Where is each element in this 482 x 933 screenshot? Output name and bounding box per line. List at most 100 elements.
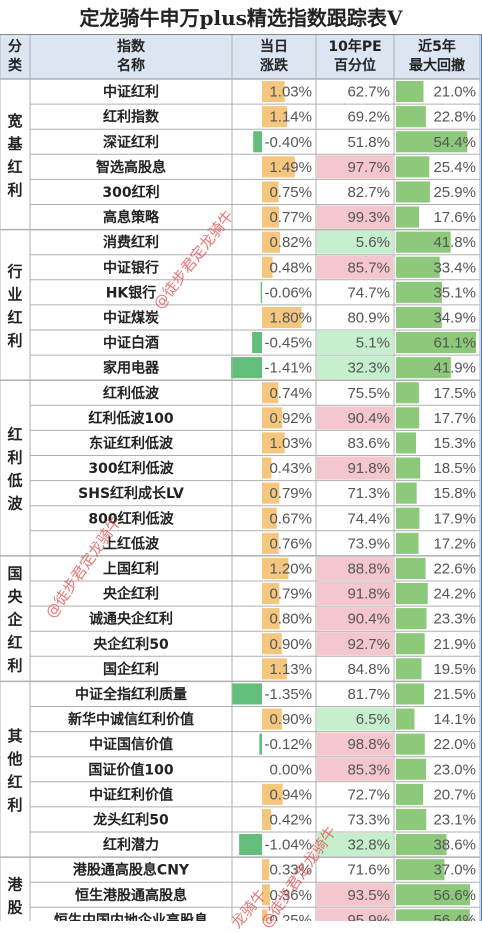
change-value: -1.35% (264, 686, 312, 703)
group-label-char: 利 (7, 449, 22, 467)
pe-percentile-value: 73.3% (347, 811, 390, 828)
pe-percentile-value: 74.4% (347, 510, 390, 527)
drawdown-value: 17.2% (433, 535, 476, 552)
index-name: 央企红利50 (93, 636, 169, 653)
drawdown-value: 25.4% (433, 159, 476, 176)
drawdown-value: 17.9% (433, 510, 476, 527)
drawdown-bar (396, 231, 451, 253)
drawdown-value: 20.7% (433, 786, 476, 803)
group-label-char: 宽 (6, 112, 22, 130)
drawdown-value: 23.3% (433, 611, 476, 628)
change-value: 0.82% (269, 234, 312, 251)
drawdown-bar (396, 281, 442, 303)
header-pe-line-1: 10年PE (328, 38, 381, 55)
change-value: 1.03% (269, 435, 312, 452)
index-name: 红利指数 (103, 109, 160, 126)
pe-highlight (317, 155, 393, 179)
pe-highlight (317, 406, 393, 430)
change-value: 0.48% (269, 259, 312, 276)
pe-highlight (317, 883, 393, 907)
drawdown-value: 17.5% (433, 385, 476, 402)
pe-percentile-value: 99.3% (347, 209, 390, 226)
drawdown-bar (396, 733, 425, 755)
change-value: 0.92% (269, 410, 312, 427)
change-value: 0.80% (269, 611, 312, 628)
group-label-char: 红 (7, 308, 22, 326)
change-bar-positive (262, 407, 283, 429)
drawdown-value: 56.6% (433, 887, 476, 904)
index-name: HK银行 (106, 284, 157, 301)
drawdown-value: 37.0% (433, 862, 476, 879)
change-bar-positive (262, 608, 280, 630)
drawdown-value: 14.1% (433, 711, 476, 728)
pe-percentile-value: 93.5% (347, 887, 390, 904)
pe-highlight (317, 456, 393, 480)
change-bar-positive (262, 231, 281, 253)
group-label-char: 红 (7, 426, 22, 444)
index-name: 深证红利 (103, 134, 159, 151)
group-label-char: 国 (7, 565, 22, 583)
drawdown-bar (396, 357, 451, 379)
group-label-char: 企 (6, 611, 23, 629)
drawdown-value: 23.1% (433, 811, 476, 828)
drawdown-bar (396, 181, 430, 203)
index-name: 红利低波 (103, 385, 160, 402)
pe-percentile-value: 85.7% (347, 259, 390, 276)
header-group-line-1: 分 (8, 39, 22, 55)
drawdown-bar (396, 256, 440, 278)
drawdown-value: 35.1% (433, 284, 476, 301)
drawdown-bar (396, 808, 427, 830)
pe-percentile-value: 91.8% (347, 460, 390, 477)
drawdown-value: 33.4% (433, 259, 476, 276)
change-bar-positive (262, 382, 279, 404)
index-name: 东证红利低波 (89, 435, 174, 452)
group-label-char: 行 (6, 262, 22, 280)
index-name: 高息策略 (103, 209, 160, 226)
change-value: 0.33% (269, 862, 312, 879)
pe-highlight (317, 230, 393, 254)
drawdown-bar (396, 131, 468, 153)
pe-percentile-value: 62.7% (347, 84, 390, 101)
pe-percentile-value: 82.7% (347, 184, 390, 201)
pe-percentile-value: 32.3% (347, 360, 390, 377)
group-label-char: 利 (7, 331, 22, 349)
drawdown-bar (396, 557, 426, 579)
change-bar-positive (262, 482, 280, 504)
group-label-char: 红 (7, 158, 22, 176)
change-bar-positive (262, 457, 272, 479)
change-value: 1.03% (269, 84, 312, 101)
change-bar-negative (252, 332, 262, 354)
drawdown-value: 15.8% (433, 485, 476, 502)
group-label-char: 其 (7, 727, 22, 745)
pe-percentile-value: 84.8% (347, 661, 390, 678)
drawdown-bar (396, 683, 425, 705)
change-bar-positive (262, 884, 270, 906)
drawdown-bar (396, 382, 419, 404)
drawdown-value: 23.0% (433, 761, 476, 778)
index-name: SHS红利成长LV (78, 485, 184, 502)
change-bar-negative (239, 834, 262, 856)
pe-percentile-value: 69.2% (347, 109, 390, 126)
drawdown-value: 18.5% (433, 460, 476, 477)
change-value: 0.43% (269, 460, 312, 477)
index-name: 家用电器 (103, 360, 160, 377)
change-value: 0.76% (269, 535, 312, 552)
drawdown-value: 22.8% (433, 109, 476, 126)
pe-percentile-value: 92.7% (347, 636, 390, 653)
group-label-char: 基 (6, 135, 23, 153)
change-bar-positive (262, 181, 279, 203)
pe-percentile-value: 90.4% (347, 410, 390, 427)
change-bar-negative (230, 357, 262, 379)
change-bar-positive (262, 507, 277, 529)
pe-highlight (317, 732, 393, 756)
header-change-line-1: 当日 (260, 38, 288, 55)
pe-highlight (317, 255, 393, 279)
drawdown-bar (396, 106, 426, 128)
change-value: 1.20% (269, 560, 312, 577)
pe-highlight (317, 908, 393, 921)
pe-percentile-value: 5.1% (356, 335, 390, 352)
change-bar-positive (262, 658, 287, 680)
change-value: -0.45% (264, 335, 312, 352)
change-bar-positive (262, 256, 273, 278)
drawdown-value: 34.9% (433, 309, 476, 326)
